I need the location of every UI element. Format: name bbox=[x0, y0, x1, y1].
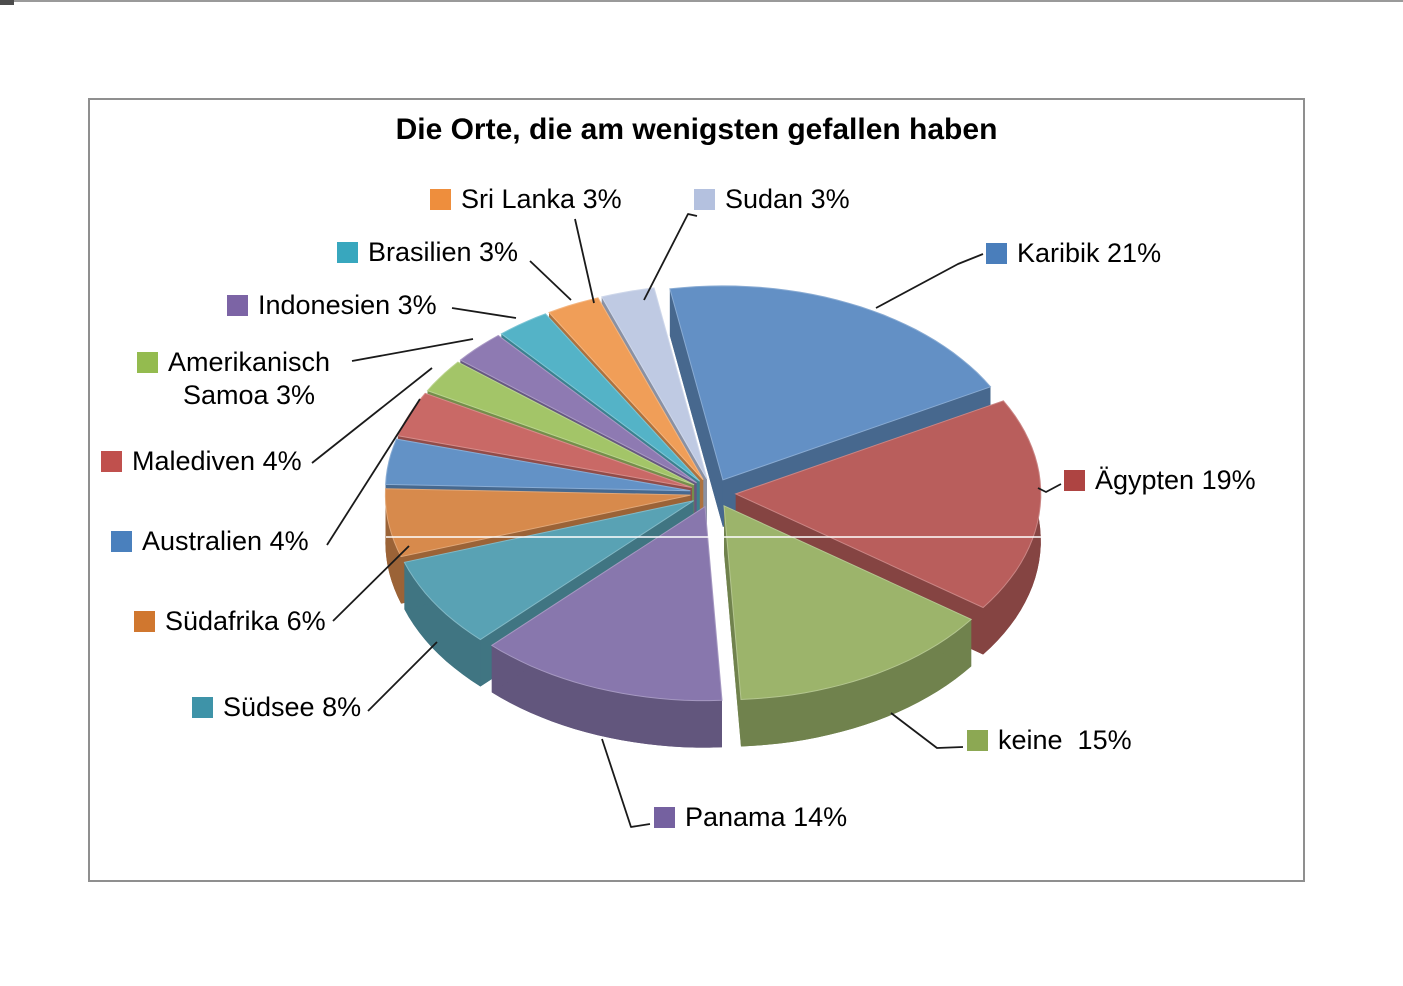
leader-line-sudan bbox=[643, 213, 698, 301]
slice-label-text: Sri Lanka 3% bbox=[461, 184, 622, 214]
leader-line-amerikanisch-samoa bbox=[351, 338, 474, 362]
slice-label-indonesien: Indonesien 3% bbox=[227, 289, 437, 322]
page-corner-mark bbox=[0, 0, 14, 5]
legend-swatch-sudan bbox=[694, 189, 715, 210]
slice-label-text: keine 15% bbox=[998, 725, 1132, 755]
leader-line-keine bbox=[890, 712, 964, 749]
legend-swatch-keine bbox=[967, 730, 988, 751]
slice-label-text: Brasilien 3% bbox=[368, 237, 519, 267]
legend-swatch-indonesien bbox=[227, 295, 248, 316]
slice-label-sudan: Sudan 3% bbox=[694, 183, 850, 216]
legend-swatch-amerikanisch-samoa bbox=[137, 352, 158, 373]
legend-swatch-brasilien bbox=[337, 242, 358, 263]
slice-label-australien: Australien 4% bbox=[111, 525, 309, 558]
slice-label-text: Sudan 3% bbox=[725, 184, 850, 214]
leader-line-agypten bbox=[1037, 483, 1062, 493]
leader-line-malediven bbox=[311, 367, 433, 464]
pie-slice-panama[interactable] bbox=[490, 505, 723, 748]
leader-line-karibik bbox=[875, 253, 984, 309]
leader-line-indonesien bbox=[451, 307, 517, 319]
slice-label-text: Ägypten 19% bbox=[1095, 465, 1256, 495]
legend-swatch-panama bbox=[654, 807, 675, 828]
leader-line-australien bbox=[326, 398, 421, 546]
slice-label-text: Karibik 21% bbox=[1017, 238, 1162, 268]
page-top-edge-line bbox=[0, 0, 1403, 2]
legend-swatch-malediven bbox=[101, 451, 122, 472]
slice-label-text: Malediven 4% bbox=[132, 446, 302, 476]
legend-swatch-sri-lanka bbox=[430, 189, 451, 210]
slice-label-text: Panama 14% bbox=[685, 802, 848, 832]
slice-label-agypten: Ägypten 19% bbox=[1064, 464, 1256, 497]
slice-label-text: Indonesien 3% bbox=[258, 290, 437, 320]
slice-label-text: Südsee 8% bbox=[223, 692, 362, 722]
slice-label-sri-lanka: Sri Lanka 3% bbox=[430, 183, 622, 216]
legend-swatch-australien bbox=[111, 531, 132, 552]
leader-line-sudafrika bbox=[332, 545, 410, 622]
slice-label-text: Südafrika 6% bbox=[165, 606, 326, 636]
slice-label-karibik: Karibik 21% bbox=[986, 237, 1161, 270]
leader-line-sudsee bbox=[367, 641, 438, 712]
leader-line-sri-lanka bbox=[574, 218, 595, 304]
slice-label-text: Amerikanisch Samoa 3% bbox=[168, 347, 331, 410]
slice-label-sudsee: Südsee 8% bbox=[192, 691, 361, 724]
pie-slice-keine[interactable] bbox=[723, 504, 973, 747]
chart-title: Die Orte, die am wenigsten gefallen habe… bbox=[395, 113, 998, 146]
slice-label-brasilien: Brasilien 3% bbox=[337, 236, 518, 269]
slice-label-panama: Panama 14% bbox=[654, 801, 847, 834]
slice-label-amerikanisch-samoa: Amerikanisch Samoa 3% bbox=[137, 346, 330, 412]
legend-swatch-agypten bbox=[1064, 470, 1085, 491]
leader-line-panama bbox=[601, 738, 651, 828]
slice-label-text: Australien 4% bbox=[142, 526, 309, 556]
legend-swatch-sudsee bbox=[192, 697, 213, 718]
slice-label-malediven: Malediven 4% bbox=[101, 445, 302, 478]
legend-swatch-sudafrika bbox=[134, 611, 155, 632]
leader-line-brasilien bbox=[529, 260, 572, 301]
legend-swatch-karibik bbox=[986, 243, 1007, 264]
slice-label-sudafrika: Südafrika 6% bbox=[134, 605, 326, 638]
slice-label-keine: keine 15% bbox=[967, 724, 1132, 757]
